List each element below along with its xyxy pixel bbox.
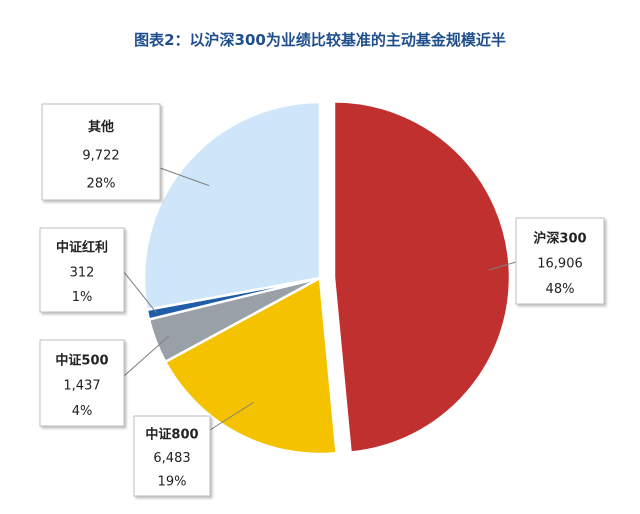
pie-labels: 沪深300 16,906 48% 中证800 6,483 19% 中证500 1,437 4% 中… — [39, 103, 605, 497]
slice-percent-label: 28% — [87, 177, 116, 192]
slice-percent-label: 48% — [546, 282, 575, 297]
data-label-box — [515, 217, 605, 305]
slice-value-label: 312 — [70, 265, 95, 280]
slice-name-label: 中证500 — [55, 352, 108, 368]
leader-line — [488, 261, 517, 271]
slice-percent-label: 1% — [72, 290, 93, 305]
chart-title: 图表2：以沪深300为业绩比较基准的主动基金规模近半 — [134, 31, 506, 49]
pie-slice — [142, 100, 322, 312]
pie-slices — [142, 100, 512, 456]
leader-line — [209, 401, 255, 431]
leader-line — [123, 271, 157, 314]
slice-value-label: 6,483 — [153, 451, 190, 466]
data-label-box — [39, 339, 125, 427]
slice-percent-label: 19% — [158, 475, 187, 490]
leader-line — [123, 335, 170, 377]
slice-value-label: 1,437 — [63, 379, 100, 394]
slice-name-label: 中证红利 — [56, 240, 108, 256]
slice-value-label: 16,906 — [537, 257, 583, 272]
slice-value-label: 9,722 — [82, 148, 119, 163]
slice-percent-label: 4% — [72, 404, 93, 419]
data-label-box — [133, 415, 211, 497]
pie-slice — [163, 276, 338, 456]
slice-name-label: 其他 — [88, 119, 114, 135]
slice-name-label: 沪深300 — [533, 230, 586, 246]
pie-slice — [332, 100, 512, 454]
data-label-box — [39, 227, 125, 313]
leader-line — [159, 167, 210, 187]
data-label-box — [41, 103, 161, 201]
slice-name-label: 中证800 — [145, 427, 198, 443]
